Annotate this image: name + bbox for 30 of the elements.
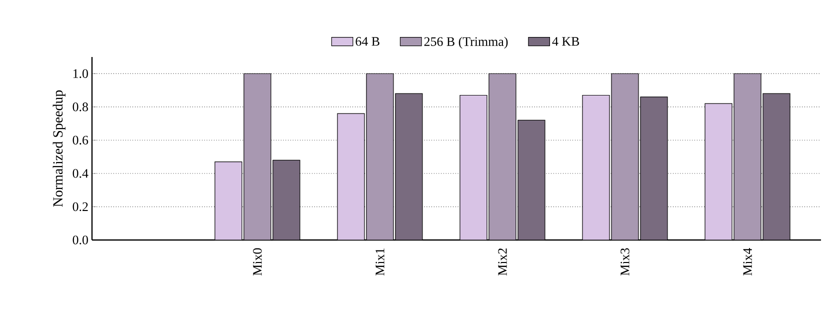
bar (214, 162, 242, 240)
legend-label: 256 B (Trimma) (424, 36, 508, 49)
y-tick-label: 0.8 (72, 102, 88, 112)
bar (488, 73, 516, 240)
y-axis-title: Normalized Speedup (52, 90, 66, 207)
bar (244, 73, 272, 240)
y-tick-label: 0.6 (72, 136, 88, 145)
bar (366, 73, 394, 240)
bar (272, 160, 300, 240)
x-tick-label: Mix2 (498, 248, 507, 276)
legend-label: 64 B (356, 37, 380, 46)
bar (460, 94, 488, 240)
y-tick-label: 0.4 (72, 169, 88, 178)
x-tick-label: Mix4 (743, 248, 752, 276)
bar (640, 96, 668, 240)
bar (518, 120, 546, 240)
bar (337, 113, 365, 240)
y-tick-label: 0.2 (72, 202, 88, 212)
x-tick-label: Mix3 (620, 248, 630, 276)
bar (734, 73, 762, 240)
x-tick-label: Mix0 (253, 248, 262, 276)
legend-label: 4 KB (552, 37, 580, 46)
x-tick-label: Mix1 (376, 248, 384, 276)
bar (395, 93, 423, 240)
bar (762, 93, 790, 240)
y-tick-label: 0.0 (72, 236, 88, 244)
bar (582, 94, 610, 240)
y-tick-label: 1.0 (73, 69, 88, 78)
bar (611, 73, 639, 240)
bar (704, 103, 732, 240)
